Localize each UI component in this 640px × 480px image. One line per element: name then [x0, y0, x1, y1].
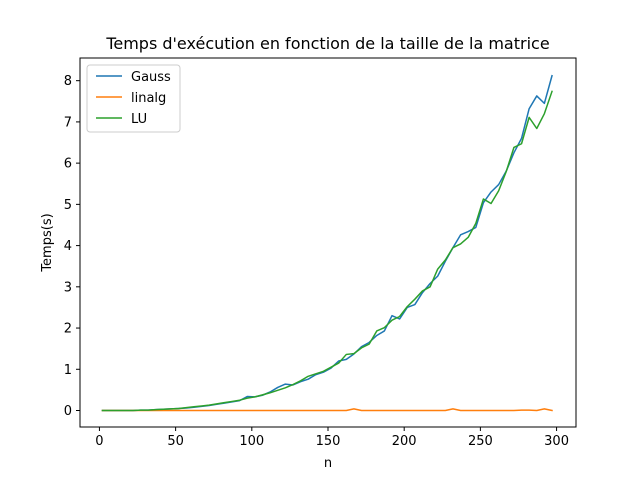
x-tick-label: 150: [316, 434, 341, 449]
y-tick-label: 2: [64, 322, 72, 337]
y-tick-label: 6: [64, 157, 72, 172]
series-line-lu: [101, 90, 553, 412]
plot-series-group: [101, 74, 553, 412]
series-line-linalg: [101, 408, 553, 412]
chart-title: Temps d'exécution en fonction de la tail…: [105, 34, 549, 53]
plot-frame: [79, 57, 577, 428]
x-tick-label: 0: [95, 434, 103, 449]
legend-label-linalg: linalg: [131, 91, 166, 106]
legend-label-lu: LU: [131, 112, 147, 127]
legend: Gauss linalg LU: [86, 64, 181, 133]
legend-frame: [86, 64, 181, 133]
y-tick-label: 3: [64, 280, 72, 295]
y-axis-label: Temps(s): [40, 213, 55, 272]
x-tick-label: 300: [544, 434, 569, 449]
legend-label-gauss: Gauss: [131, 70, 171, 85]
y-tick-label: 0: [64, 404, 72, 419]
x-tick-label: 250: [468, 434, 493, 449]
x-axis-label: n: [324, 456, 332, 471]
y-tick-label: 8: [64, 74, 72, 89]
axis-ticks-group: 0 50 100 150 200 250 300 0 1 2 3 4 5 6 7 8: [64, 74, 569, 449]
y-tick-label: 1: [64, 363, 72, 378]
y-tick-label: 5: [64, 198, 72, 213]
x-tick-label: 100: [239, 434, 264, 449]
x-tick-label: 200: [392, 434, 417, 449]
y-tick-label: 4: [64, 239, 72, 254]
x-tick-label: 50: [167, 434, 184, 449]
y-tick-label: 7: [64, 115, 72, 130]
